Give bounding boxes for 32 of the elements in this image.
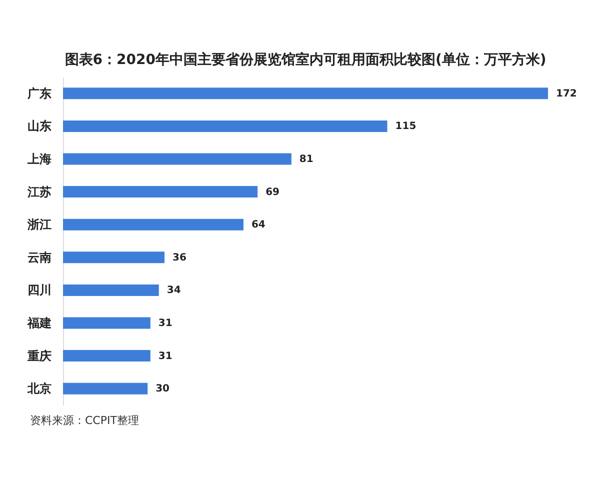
- data-label: 36: [172, 252, 186, 264]
- data-label: 115: [395, 121, 416, 132]
- bar: [63, 153, 292, 165]
- bar: [63, 186, 258, 198]
- y-tick-label: 山东: [28, 119, 52, 134]
- data-label: 31: [158, 318, 172, 329]
- text: 资料来源：CCPIT整理: [30, 414, 139, 427]
- bar: [63, 88, 548, 100]
- y-tick-label: 浙江: [26, 218, 52, 232]
- data-label: 172: [556, 88, 577, 100]
- data-label: 69: [266, 186, 280, 198]
- data-label: 34: [166, 285, 181, 296]
- data-label: 81: [299, 154, 314, 165]
- bar: [63, 317, 150, 329]
- y-tick-label: 北京: [26, 382, 52, 396]
- bar: [63, 218, 244, 230]
- bar: [63, 350, 150, 362]
- data-label: 64: [251, 220, 266, 231]
- data-label: 30: [156, 384, 170, 395]
- bar: [63, 284, 159, 296]
- y-tick-label: 云南: [28, 250, 52, 264]
- y-tick-label: 重庆: [26, 348, 52, 363]
- bar: [63, 382, 148, 394]
- bar: [63, 120, 388, 132]
- y-tick-label: 四川: [28, 283, 52, 298]
- y-tick-label: 福建: [26, 316, 52, 330]
- data-label: 31: [158, 350, 172, 362]
- bar: [63, 252, 165, 264]
- y-tick-label: 上海: [26, 152, 52, 166]
- y-tick-label: 广东: [26, 86, 52, 100]
- y-tick-label: 江苏: [26, 184, 52, 199]
- chart-title: 图表6：2020年中国主要省份展览馆室内可租用面积比较图(单位：万平方米): [64, 51, 546, 68]
